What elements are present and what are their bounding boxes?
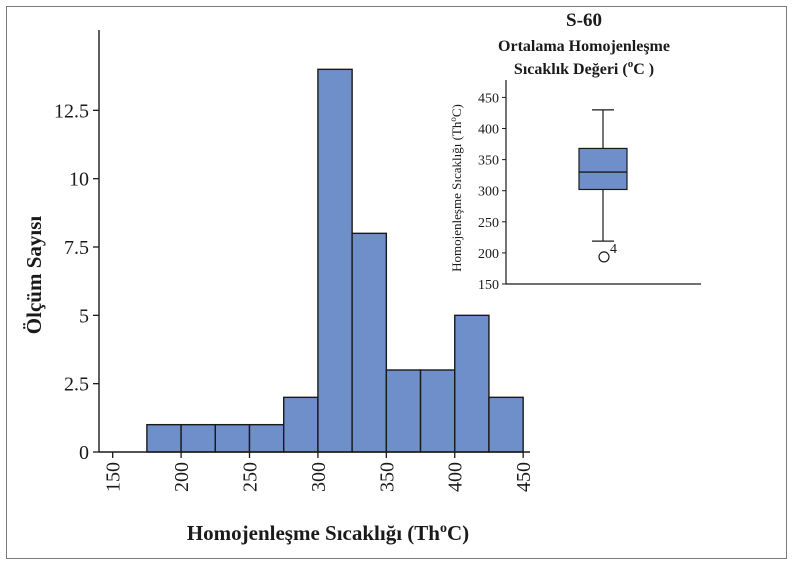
histogram-y-ticks: 0 2.5 5 7.5 10 12.5 <box>54 100 99 464</box>
boxplot-title-line2: Ortalama Homojenleşme <box>498 38 670 55</box>
histogram-x-tick-label: 150 <box>103 462 125 492</box>
boxplot-y-tick-label: 150 <box>478 278 499 293</box>
boxplot-y-tick-label: 400 <box>478 123 499 138</box>
histogram-bar-425-450 <box>488 396 524 453</box>
histogram-x-axis-label-main: Homojenleşme Sıcaklığı (Th <box>187 521 440 545</box>
boxplot-box <box>578 147 628 191</box>
histogram-x-ticks: 150 200 250 300 350 400 450 <box>103 452 535 492</box>
boxplot-title-line3-sup: o <box>628 58 634 70</box>
histogram-bar-175-200 <box>146 423 182 453</box>
boxplot-title-line3-start: Sıcaklık Değeri ( <box>514 61 628 78</box>
boxplot-title-line3: Sıcaklık Değeri (oC ) <box>514 58 654 78</box>
histogram-y-tick-label: 2.5 <box>64 374 89 396</box>
histogram-x-axis-label: Homojenleşme Sıcaklığı (ThoC) <box>187 521 469 545</box>
boxplot-marks: 4 <box>578 109 628 263</box>
boxplot-y-tick-label: 200 <box>478 247 499 262</box>
boxplot-inset: S-60 Ortalama Homojenleşme Sıcaklık Değe… <box>448 10 701 293</box>
figure-frame <box>6 6 787 559</box>
boxplot-outlier-label: 4 <box>610 242 617 257</box>
boxplot-y-axis-label-main: Homojenleşme Sıcaklığı (Th <box>449 121 464 272</box>
histogram-chart: 0 2.5 5 7.5 10 12.5 150 200 250 300 350 400 450 Ölç… <box>22 30 535 545</box>
boxplot-y-tick-label: 250 <box>478 216 499 231</box>
boxplot-y-tick-label: 350 <box>478 154 499 169</box>
histogram-x-axis-label-sup: o <box>440 521 447 536</box>
histogram-bar-250-275 <box>248 423 285 453</box>
boxplot-y-axis-label: Homojenleşme Sıcaklığı (ThoC) <box>448 104 464 272</box>
histogram-bar-200-225 <box>180 423 217 453</box>
histogram-x-tick-label: 350 <box>376 462 398 492</box>
boxplot-title-line3-end: C ) <box>633 61 654 78</box>
boxplot-title-line1: S-60 <box>566 10 602 31</box>
histogram-bars <box>146 68 524 453</box>
histogram-bar-325-350 <box>351 232 388 453</box>
histogram-y-tick-label: 5 <box>79 305 89 327</box>
boxplot-y-ticks: 150 200 250 300 350 400 450 <box>478 91 506 293</box>
histogram-x-tick-label: 300 <box>308 462 330 492</box>
boxplot-y-tick-label: 300 <box>478 185 499 200</box>
histogram-bar-375-400 <box>419 369 456 453</box>
boxplot-y-axis-label-sup: o <box>448 117 458 122</box>
histogram-x-tick-label: 250 <box>240 462 262 492</box>
histogram-x-tick-label: 200 <box>171 462 193 492</box>
histogram-bar-225-250 <box>214 423 251 453</box>
boxplot-y-axis-label-end: C) <box>449 104 464 117</box>
boxplot-outlier-marker <box>598 251 610 263</box>
histogram-bar-300-325 <box>317 68 353 453</box>
histogram-y-tick-label: 12.5 <box>54 100 89 122</box>
histogram-y-axis-label: Ölçüm Sayısı <box>22 216 46 335</box>
histogram-bar-275-300 <box>283 396 319 453</box>
histogram-y-tick-label: 10 <box>69 169 89 191</box>
histogram-y-tick-label: 0 <box>79 442 89 464</box>
histogram-bar-400-425 <box>454 314 490 453</box>
histogram-x-tick-label: 400 <box>445 462 467 492</box>
histogram-x-axis-label-end: C) <box>447 521 469 545</box>
histogram-y-tick-label: 7.5 <box>64 237 89 259</box>
boxplot-y-tick-label: 450 <box>478 91 499 106</box>
histogram-x-tick-label: 450 <box>513 462 535 492</box>
histogram-bar-350-375 <box>385 369 422 453</box>
